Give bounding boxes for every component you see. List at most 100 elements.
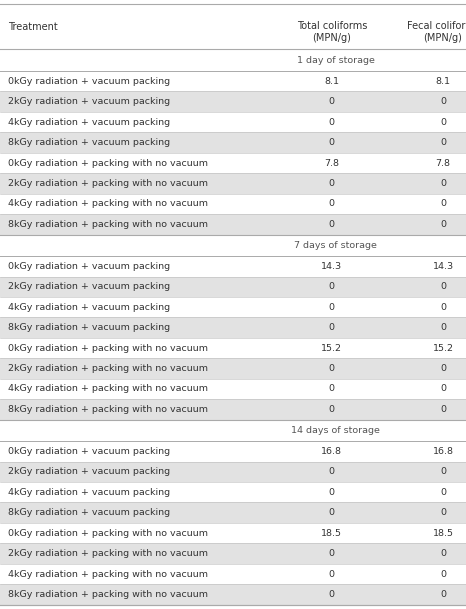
Text: 0: 0 [329,138,335,147]
Text: 14 days of storage: 14 days of storage [291,426,380,435]
Text: 14.3: 14.3 [432,262,453,271]
Bar [0,462,466,482]
Text: 0: 0 [329,590,335,599]
Text: 0: 0 [329,282,335,291]
Bar [0,297,466,317]
Text: 2kGy radiation + vacuum packing: 2kGy radiation + vacuum packing [8,97,170,106]
Text: 2kGy radiation + vacuum packing: 2kGy radiation + vacuum packing [8,467,170,476]
Bar [0,214,466,234]
Bar [0,441,466,462]
Bar [0,420,466,441]
Text: 1 day of storage: 1 day of storage [296,56,375,65]
Text: 0kGy radiation + packing with no vacuum: 0kGy radiation + packing with no vacuum [8,529,208,538]
Text: 0: 0 [329,97,335,106]
Text: 0: 0 [440,549,446,558]
Text: 16.8: 16.8 [322,447,343,456]
Text: 0: 0 [440,97,446,106]
Text: 0: 0 [440,488,446,497]
Text: 7.8: 7.8 [324,158,339,167]
Bar [0,71,466,91]
Text: 18.5: 18.5 [432,529,453,538]
Text: 4kGy radiation + packing with no vacuum: 4kGy radiation + packing with no vacuum [8,569,208,579]
Text: 7 days of storage: 7 days of storage [294,241,377,250]
Text: 0: 0 [329,549,335,558]
Bar [0,317,466,338]
Text: 0: 0 [440,282,446,291]
Text: 0: 0 [329,179,335,188]
Text: 4kGy radiation + vacuum packing: 4kGy radiation + vacuum packing [8,488,170,497]
Text: 0: 0 [440,179,446,188]
Bar [0,502,466,523]
Text: 0: 0 [440,467,446,476]
Text: 7.8: 7.8 [436,158,451,167]
Text: Treatment: Treatment [8,22,58,32]
Text: 0: 0 [440,138,446,147]
Text: 8kGy radiation + vacuum packing: 8kGy radiation + vacuum packing [8,323,170,332]
Text: 0: 0 [440,220,446,229]
Text: 4kGy radiation + packing with no vacuum: 4kGy radiation + packing with no vacuum [8,384,208,393]
Bar [0,194,466,214]
Text: Total coliforms
(MPN/g): Total coliforms (MPN/g) [297,21,367,43]
Text: 8kGy radiation + vacuum packing: 8kGy radiation + vacuum packing [8,508,170,517]
Text: 8kGy radiation + packing with no vacuum: 8kGy radiation + packing with no vacuum [8,405,208,414]
Text: 0: 0 [329,220,335,229]
Text: 0: 0 [329,384,335,393]
Text: 8kGy radiation + packing with no vacuum: 8kGy radiation + packing with no vacuum [8,220,208,229]
Text: 14.3: 14.3 [321,262,343,271]
Bar [0,543,466,564]
Text: 0kGy radiation + packing with no vacuum: 0kGy radiation + packing with no vacuum [8,343,208,353]
Bar [0,49,466,71]
Text: 0: 0 [440,590,446,599]
Text: 0kGy radiation + packing with no vacuum: 0kGy radiation + packing with no vacuum [8,158,208,167]
Bar [0,523,466,543]
Bar [0,564,466,584]
Text: 2kGy radiation + packing with no vacuum: 2kGy radiation + packing with no vacuum [8,364,208,373]
Bar [0,112,466,132]
Text: 0: 0 [440,364,446,373]
Text: Fecal coliforms
(MPN/g): Fecal coliforms (MPN/g) [407,21,466,43]
Text: 4kGy radiation + packing with no vacuum: 4kGy radiation + packing with no vacuum [8,199,208,208]
Text: 8kGy radiation + packing with no vacuum: 8kGy radiation + packing with no vacuum [8,590,208,599]
Bar [0,132,466,153]
Bar [0,173,466,194]
Bar [0,153,466,173]
Text: 8.1: 8.1 [436,77,451,86]
Text: 2kGy radiation + packing with no vacuum: 2kGy radiation + packing with no vacuum [8,179,208,188]
Text: 4kGy radiation + vacuum packing: 4kGy radiation + vacuum packing [8,303,170,312]
Text: 8.1: 8.1 [324,77,339,86]
Bar [0,4,466,49]
Bar [0,256,466,276]
Text: 2kGy radiation + vacuum packing: 2kGy radiation + vacuum packing [8,282,170,291]
Bar [0,234,466,256]
Bar [0,584,466,605]
Text: 0: 0 [440,303,446,312]
Text: 8kGy radiation + vacuum packing: 8kGy radiation + vacuum packing [8,138,170,147]
Text: 0: 0 [440,569,446,579]
Text: 0: 0 [440,323,446,332]
Text: 0: 0 [329,569,335,579]
Text: 0: 0 [329,467,335,476]
Text: 0: 0 [329,405,335,414]
Text: 0: 0 [329,199,335,208]
Text: 0: 0 [440,384,446,393]
Text: 0: 0 [329,118,335,127]
Text: 15.2: 15.2 [322,343,343,353]
Text: 15.2: 15.2 [432,343,453,353]
Bar [0,338,466,358]
Text: 0kGy radiation + vacuum packing: 0kGy radiation + vacuum packing [8,447,170,456]
Text: 16.8: 16.8 [432,447,453,456]
Text: 4kGy radiation + vacuum packing: 4kGy radiation + vacuum packing [8,118,170,127]
Text: 0: 0 [440,118,446,127]
Text: 0kGy radiation + vacuum packing: 0kGy radiation + vacuum packing [8,77,170,86]
Bar [0,482,466,502]
Text: 0: 0 [440,199,446,208]
Text: 18.5: 18.5 [322,529,343,538]
Text: 0: 0 [329,488,335,497]
Bar [0,358,466,379]
Text: 0: 0 [329,303,335,312]
Text: 0: 0 [329,364,335,373]
Text: 0kGy radiation + vacuum packing: 0kGy radiation + vacuum packing [8,262,170,271]
Bar [0,276,466,297]
Text: 2kGy radiation + packing with no vacuum: 2kGy radiation + packing with no vacuum [8,549,208,558]
Text: 0: 0 [329,508,335,517]
